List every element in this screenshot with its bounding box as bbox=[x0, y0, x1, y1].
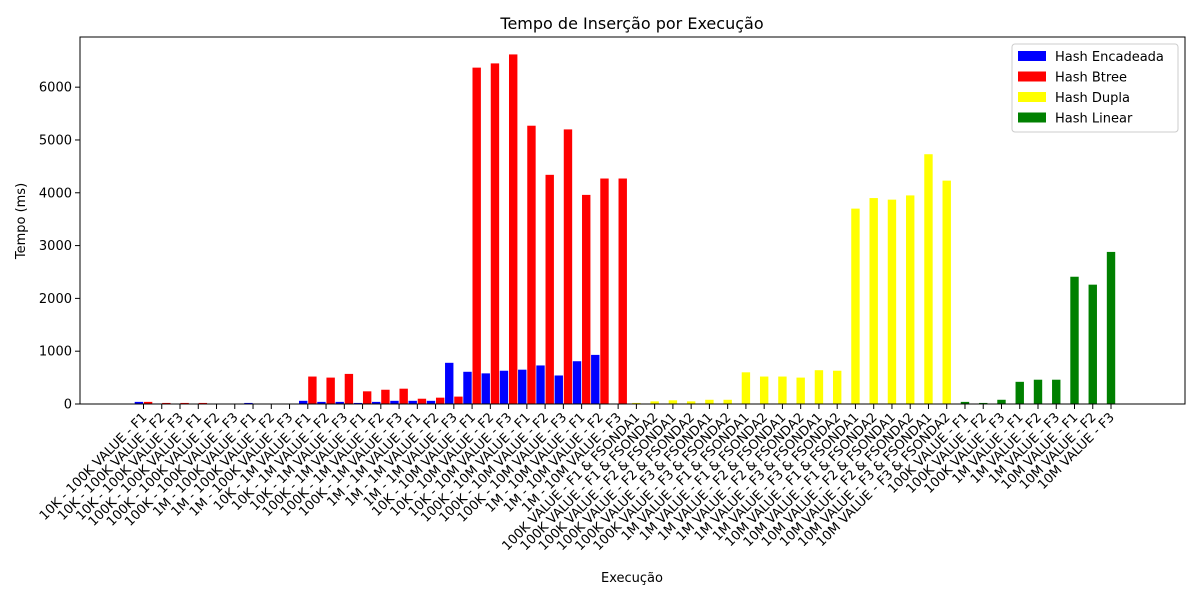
y-tick-label: 6000 bbox=[39, 81, 72, 96]
bar-hash-btree-15 bbox=[417, 398, 427, 404]
bar-hash-btree-23 bbox=[563, 129, 573, 404]
bar-hash-encadeada-18 bbox=[463, 371, 472, 404]
bar-hash-dupla-39 bbox=[851, 208, 860, 404]
bar-hash-linear-50 bbox=[1052, 379, 1061, 404]
bar-hash-encadeada-25 bbox=[591, 354, 600, 404]
legend-box bbox=[1011, 43, 1179, 133]
bar-hash-btree-21 bbox=[527, 125, 536, 404]
bar-hash-btree-10 bbox=[326, 377, 335, 404]
bar-hash-dupla-30 bbox=[686, 401, 696, 404]
bar-hash-encadeada-13 bbox=[372, 401, 381, 404]
bar-hash-dupla-27 bbox=[632, 402, 641, 404]
bar-hash-encadeada-21 bbox=[518, 369, 527, 404]
y-tick-label: 0 bbox=[64, 398, 72, 413]
bar-hash-btree-25 bbox=[600, 178, 609, 404]
bar-hash-linear-46 bbox=[979, 402, 988, 404]
bar-hash-btree-14 bbox=[399, 388, 408, 404]
bar-hash-btree-3 bbox=[198, 402, 208, 404]
bar-hash-btree-13 bbox=[381, 389, 390, 404]
bar-hash-dupla-42 bbox=[906, 195, 915, 404]
bar-hash-dupla-37 bbox=[814, 370, 824, 404]
bar-hash-linear-51 bbox=[1070, 276, 1079, 404]
bar-hash-dupla-28 bbox=[650, 401, 659, 404]
bar-hash-btree-26 bbox=[618, 178, 627, 404]
bar-hash-encadeada-0 bbox=[134, 401, 144, 404]
legend-label: Hash Btree bbox=[1055, 71, 1127, 86]
bar-hash-encadeada-22 bbox=[536, 365, 545, 404]
bar-hash-linear-52 bbox=[1088, 284, 1097, 404]
bar-hash-btree-20 bbox=[509, 54, 518, 404]
legend-swatch bbox=[1018, 92, 1046, 102]
legend-label: Hash Linear bbox=[1055, 112, 1133, 127]
bar-hash-dupla-29 bbox=[668, 400, 678, 404]
bar-hash-linear-47 bbox=[997, 399, 1006, 404]
bar-hash-linear-53 bbox=[1106, 251, 1116, 404]
bar-hash-encadeada-12 bbox=[353, 402, 363, 404]
bar-hash-btree-22 bbox=[545, 174, 554, 404]
bar-hash-encadeada-6 bbox=[244, 402, 253, 404]
bar-hash-btree-11 bbox=[344, 373, 354, 404]
legend-label: Hash Dupla bbox=[1055, 91, 1130, 106]
y-tick-label: 5000 bbox=[39, 133, 72, 148]
bar-hash-dupla-35 bbox=[778, 376, 787, 404]
plot-frame bbox=[79, 36, 1186, 405]
bar-hash-linear-49 bbox=[1033, 379, 1043, 404]
bar-hash-dupla-32 bbox=[723, 399, 732, 404]
bar-hash-encadeada-9 bbox=[298, 400, 308, 404]
bar-hash-btree-0 bbox=[143, 401, 153, 404]
bar-hash-btree-9 bbox=[308, 376, 317, 404]
bar-hash-btree-16 bbox=[435, 397, 445, 404]
bar-hash-btree-18 bbox=[472, 67, 481, 405]
legend-swatch bbox=[1018, 112, 1046, 123]
bar-hash-linear-45 bbox=[960, 401, 970, 404]
bar-hash-btree-1 bbox=[162, 402, 171, 404]
bar-hash-dupla-43 bbox=[924, 154, 933, 404]
bar-hash-dupla-40 bbox=[869, 198, 878, 404]
legend-label: Hash Encadeada bbox=[1055, 50, 1164, 65]
bar-hash-dupla-41 bbox=[887, 199, 897, 404]
legend-swatch bbox=[1018, 51, 1046, 61]
y-tick-label: 4000 bbox=[39, 186, 72, 201]
bar-hash-encadeada-17 bbox=[445, 362, 454, 404]
bar-hash-dupla-34 bbox=[759, 376, 769, 404]
bar-hash-encadeada-16 bbox=[426, 400, 436, 404]
bar-hash-encadeada-24 bbox=[572, 361, 582, 404]
legend: Hash Encadeada Hash Btree Hash Dupla Hash L… bbox=[1011, 43, 1179, 133]
y-tick-label: 3000 bbox=[39, 239, 72, 254]
bar-hash-dupla-31 bbox=[705, 399, 714, 404]
y-tick-label: 2000 bbox=[39, 292, 72, 307]
y-axis-title: Tempo (ms) bbox=[14, 183, 29, 260]
bar-hash-encadeada-14 bbox=[390, 400, 399, 404]
bar-hash-btree-12 bbox=[362, 391, 372, 404]
bar-hash-linear-48 bbox=[1015, 381, 1024, 404]
bar-hash-encadeada-15 bbox=[408, 400, 417, 404]
bar-hash-btree-17 bbox=[454, 396, 463, 404]
bar-hash-encadeada-23 bbox=[554, 375, 563, 404]
bar-hash-encadeada-20 bbox=[499, 370, 509, 404]
bar-hash-encadeada-19 bbox=[481, 373, 490, 404]
bar-hash-encadeada-11 bbox=[335, 401, 344, 404]
bar-hash-dupla-33 bbox=[741, 372, 751, 404]
chart-title: Tempo de Inserção por Execução bbox=[499, 14, 763, 33]
y-tick-label: 1000 bbox=[39, 345, 72, 360]
bar-hash-dupla-36 bbox=[796, 377, 805, 404]
bar-hash-dupla-38 bbox=[832, 370, 842, 404]
bar-hash-encadeada-10 bbox=[317, 401, 326, 404]
bar-hash-btree-2 bbox=[180, 402, 189, 404]
bar-hash-dupla-44 bbox=[942, 180, 951, 404]
bar-hash-btree-24 bbox=[582, 194, 591, 404]
x-axis-title: Execução bbox=[601, 571, 663, 586]
legend-swatch bbox=[1018, 71, 1046, 82]
bar-hash-btree-19 bbox=[490, 63, 500, 404]
